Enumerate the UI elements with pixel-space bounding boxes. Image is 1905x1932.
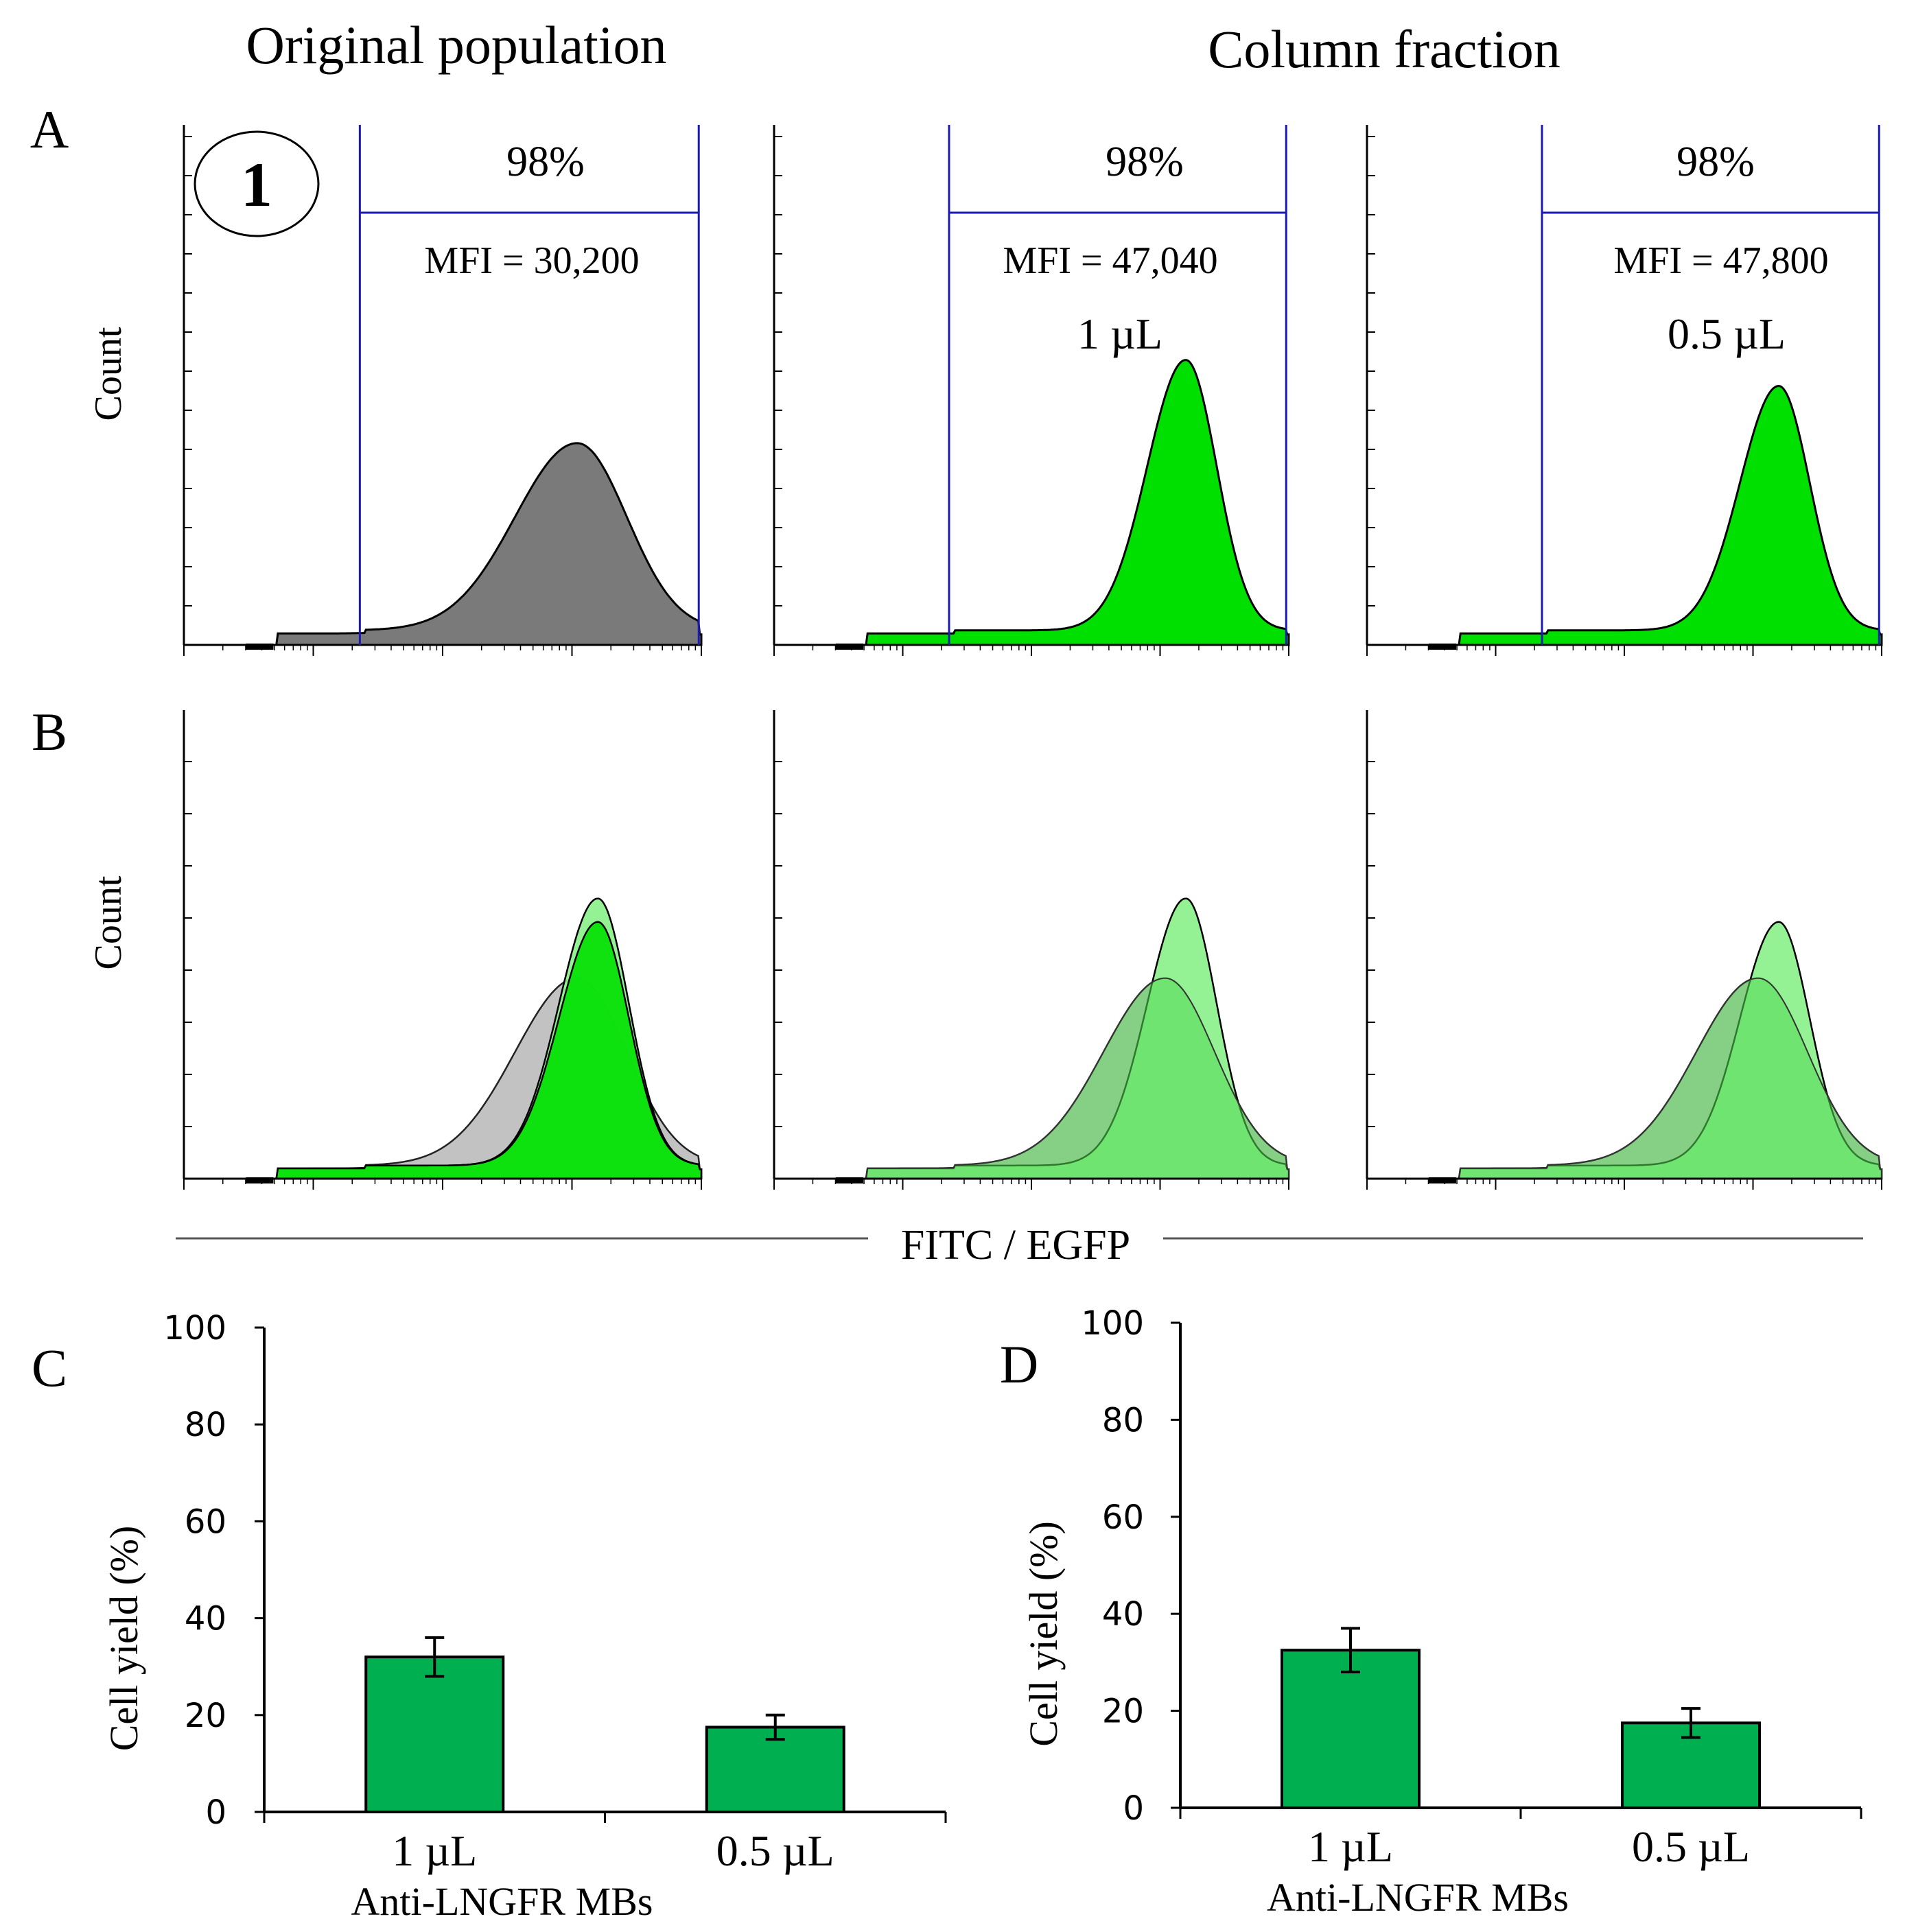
overlay-b3-curves — [1429, 921, 1883, 1180]
panel-label-d: D — [1000, 1334, 1038, 1394]
histogram-panel-a2: 98% MFI = 47,040 1 µL — [773, 125, 1290, 656]
histogram-a1-fill — [246, 442, 703, 646]
row-b-ylabel: Count — [87, 875, 130, 969]
right-title: Column fraction — [1208, 19, 1560, 79]
left-title: Original population — [246, 15, 666, 75]
bar-D-xlabel: Anti-LNGFR MBs — [1267, 1875, 1569, 1920]
overlay-panel-b1 — [183, 710, 703, 1190]
hist-a1-origin-marker — [246, 644, 274, 650]
overlay-b3-original-outline — [1429, 977, 1882, 1179]
sample-number-circle — [194, 130, 320, 237]
gate-percent-a3: 98% — [1676, 139, 1755, 185]
bar-D-ylabel: Cell yield (%) — [1021, 1521, 1066, 1747]
bar-C-category-label: 1 µL — [392, 1826, 477, 1875]
bar-C-y-tick-label: 60 — [185, 1503, 226, 1541]
bar-D-category-label: 1 µL — [1308, 1822, 1393, 1871]
overlay-b1-axes — [183, 710, 702, 1190]
hist-a3-origin-marker — [1429, 644, 1456, 650]
overlay-b1-fraction-05ul — [246, 921, 703, 1180]
mfi-a2: MFI = 47,040 — [1003, 239, 1217, 282]
overlay-b3-origin-marker — [1429, 1177, 1456, 1183]
bar-C-y-tick-label: 40 — [185, 1600, 226, 1638]
bar-C-category-label: 0.5 µL — [716, 1826, 834, 1875]
row-a-ylabel: Count — [87, 327, 130, 421]
bar-D-y-tick-label: 0 — [1123, 1789, 1144, 1828]
bar-D-y-tick-label: 40 — [1102, 1595, 1144, 1634]
bar-C-ylabel: Cell yield (%) — [102, 1526, 146, 1752]
sample-number: 1 — [241, 150, 272, 220]
mfi-a3: MFI = 47,800 — [1613, 239, 1828, 282]
panel-label-c: C — [32, 1338, 67, 1398]
bar-D-category-label: 0.5 µL — [1632, 1822, 1750, 1871]
overlay-b3-axes — [1366, 710, 1882, 1190]
hist-a2-origin-marker — [836, 644, 863, 650]
bar-D-y-tick-label: 80 — [1102, 1401, 1144, 1439]
histogram-a2-curve — [836, 359, 1290, 646]
overlay-b1-curves — [246, 897, 703, 1180]
histogram-a3-axes — [1366, 125, 1882, 656]
bar-C-bar — [364, 1656, 505, 1814]
bar-C-y-tick-label: 0 — [205, 1793, 226, 1832]
histogram-panel-a3: 98% MFI = 47,800 0.5 µL — [1366, 125, 1883, 656]
bar-chart-c: 0 20 40 60 80 100 1 µL 0.5 µL Anti-LNGFR MBs Cell… — [102, 1309, 947, 1924]
bar-C-y-tick-label: 20 — [185, 1697, 226, 1735]
shared-xlabel: FITC / EGFP — [901, 1222, 1130, 1269]
overlay-b2-axes — [773, 710, 1289, 1190]
bar-D-y-tick-label: 20 — [1102, 1693, 1144, 1731]
histogram-panel-a1: 1 98% MFI = 30,200 — [183, 125, 703, 656]
bar-C-y-tick-label: 80 — [185, 1406, 226, 1444]
gate-percent-a2: 98% — [1106, 139, 1184, 185]
overlay-panel-b2 — [773, 710, 1290, 1190]
dose-a2: 1 µL — [1077, 309, 1162, 358]
overlay-b1-origin-marker — [246, 1177, 274, 1183]
gate-percent-a1: 98% — [506, 139, 585, 185]
histogram-a1-axes — [183, 125, 702, 656]
overlay-panel-b3 — [1366, 710, 1883, 1190]
histogram-a2-axes — [773, 125, 1289, 656]
bar-chart-d: 0 20 40 60 80 100 1 µL 0.5 µL Anti-LNGFR MBs Cell… — [1021, 1304, 1862, 1920]
panel-label-a: A — [30, 99, 69, 159]
bar-C-xlabel: Anti-LNGFR MBs — [351, 1879, 653, 1924]
dose-a3: 0.5 µL — [1668, 309, 1786, 358]
overlay-b2-original-outline — [836, 977, 1289, 1179]
histogram-a2-fill — [836, 359, 1290, 646]
bar-D-y-tick-label: 60 — [1102, 1498, 1144, 1537]
histogram-a3-fill — [1429, 384, 1883, 646]
bar-D-y-tick-label: 100 — [1081, 1304, 1144, 1343]
bar-C-bar — [705, 1725, 845, 1813]
mfi-a1: MFI = 30,200 — [424, 239, 639, 282]
bar-D-bar — [1281, 1649, 1421, 1810]
histogram-a1-curve — [246, 442, 703, 646]
bar-C-y-tick-label: 100 — [163, 1309, 226, 1347]
histogram-a3-curve — [1429, 384, 1883, 646]
panel-label-b: B — [32, 702, 67, 762]
overlay-b2-origin-marker — [836, 1177, 863, 1183]
overlay-b2-curves — [836, 897, 1290, 1180]
